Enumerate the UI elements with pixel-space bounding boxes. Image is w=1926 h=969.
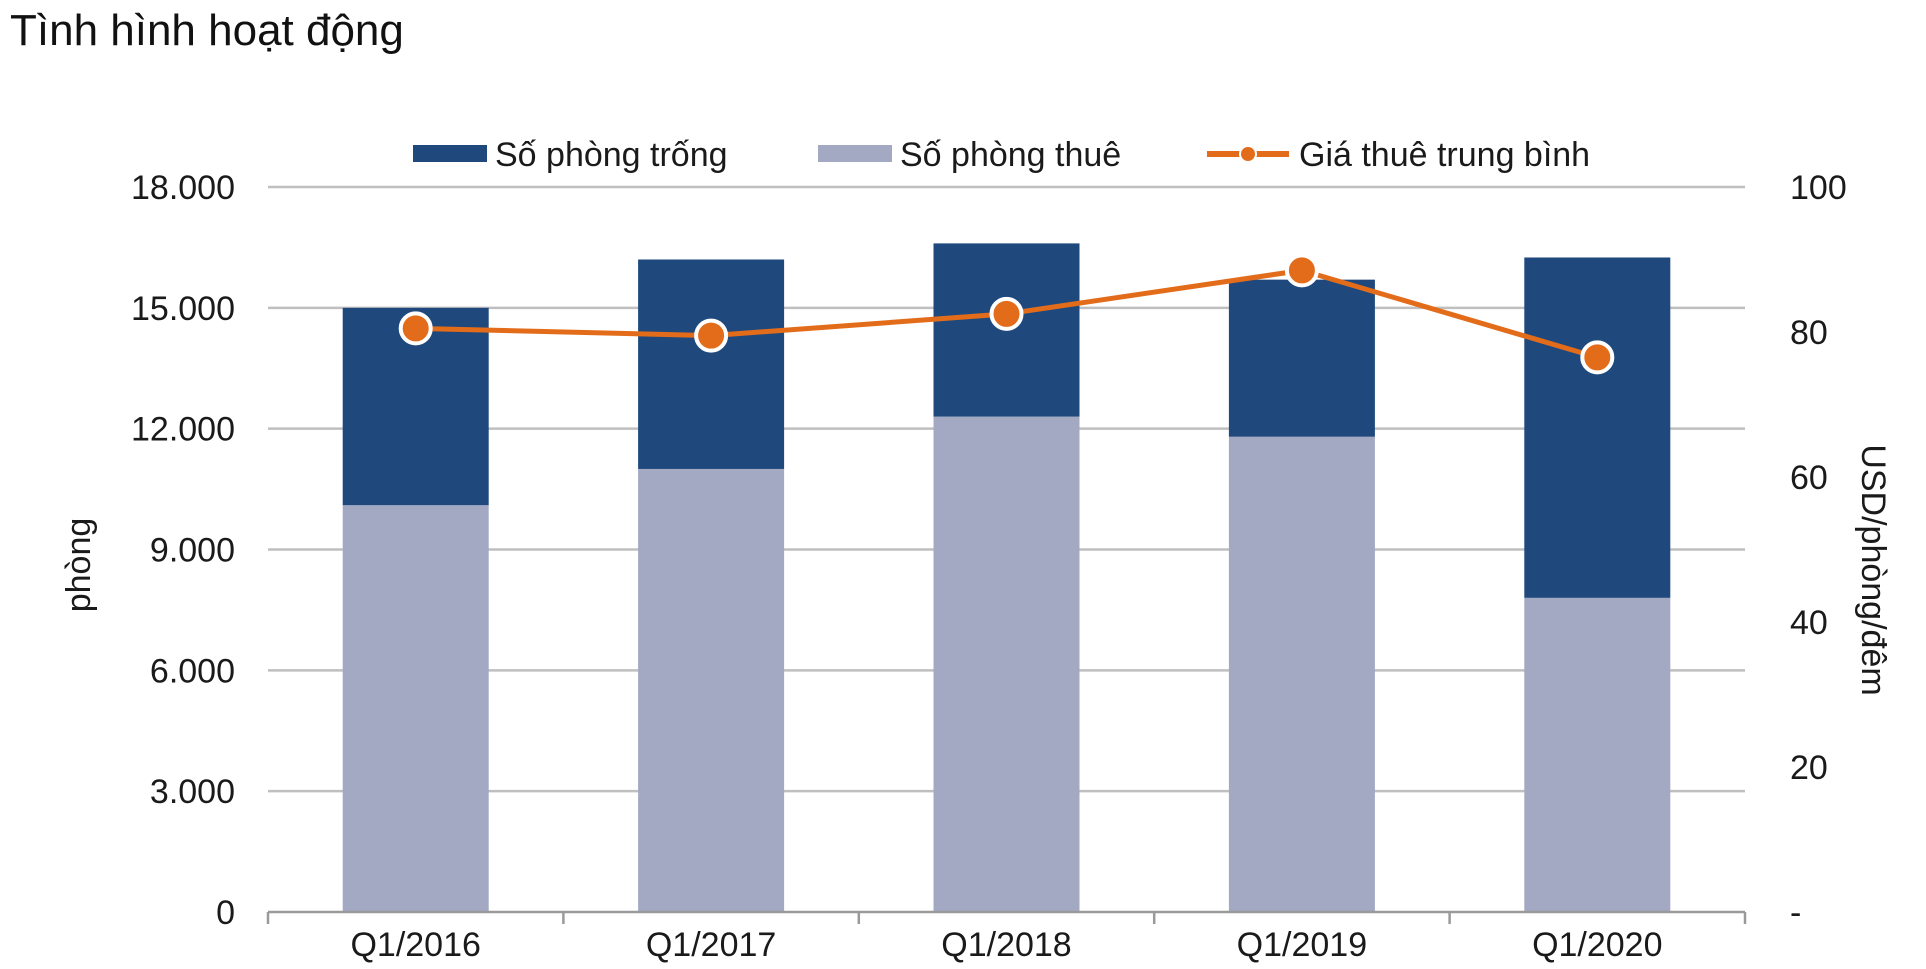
line-point <box>694 318 729 353</box>
x-tick-label: Q1/2017 <box>646 926 776 964</box>
y-right-tick-label: 100 <box>1790 169 1847 207</box>
y-left-tick-label: 3.000 <box>150 773 235 811</box>
x-tick-label: Q1/2018 <box>941 926 1071 964</box>
y-left-tick-label: 0 <box>216 894 235 932</box>
bar-marks <box>342 243 1671 912</box>
bar-vacant <box>638 259 785 469</box>
legend-line-marker <box>1239 145 1257 163</box>
bar-occupied <box>342 505 489 912</box>
y-right-tick-label: 20 <box>1790 749 1828 787</box>
y-axis-right: - 20 40 60 80 100 <box>1790 169 1847 932</box>
y-right-tick-label: 60 <box>1790 459 1828 497</box>
bar-occupied <box>638 468 785 912</box>
x-axis: Q1/2016 Q1/2017 Q1/2018 Q1/2019 Q1/2020 <box>266 910 1747 964</box>
y-axis-right-title: USD/phòng/đêm <box>1854 444 1892 695</box>
legend: Số phòng trống Số phòng thuê Giá thuê trun… <box>413 136 1590 174</box>
legend-swatch <box>413 145 487 162</box>
x-tick-label: Q1/2020 <box>1532 926 1662 964</box>
bar-vacant <box>1524 257 1671 598</box>
legend-label: Giá thuê trung bình <box>1299 136 1590 174</box>
bar-occupied <box>1228 436 1375 912</box>
y-left-tick-label: 12.000 <box>131 411 235 449</box>
legend-label: Số phòng trống <box>495 136 728 174</box>
bar-occupied <box>933 416 1080 912</box>
legend-swatch <box>818 145 892 162</box>
y-left-tick-label: 18.000 <box>131 169 235 207</box>
line-point <box>1284 253 1319 288</box>
bar-occupied <box>1524 597 1671 912</box>
x-tick-label: Q1/2019 <box>1237 926 1367 964</box>
y-left-tick-label: 6.000 <box>150 652 235 690</box>
legend-label: Số phòng thuê <box>900 136 1121 174</box>
bar-vacant <box>1228 279 1375 437</box>
line-series <box>398 253 1615 375</box>
page-title: Tình hình hoạt động <box>10 6 404 55</box>
y-left-tick-label: 15.000 <box>131 290 235 328</box>
y-left-tick-label: 9.000 <box>150 532 235 570</box>
x-tick-label: Q1/2016 <box>350 926 480 964</box>
line-point <box>1580 340 1615 375</box>
y-right-tick-label: - <box>1790 894 1801 932</box>
y-axis-left: 0 3.000 6.000 9.000 12.000 15.000 18.000 <box>131 169 235 932</box>
y-right-tick-label: 80 <box>1790 314 1828 352</box>
line-point <box>398 311 433 346</box>
line-point <box>989 296 1024 331</box>
y-axis-left-title: phòng <box>60 518 98 613</box>
y-right-tick-label: 40 <box>1790 604 1828 642</box>
